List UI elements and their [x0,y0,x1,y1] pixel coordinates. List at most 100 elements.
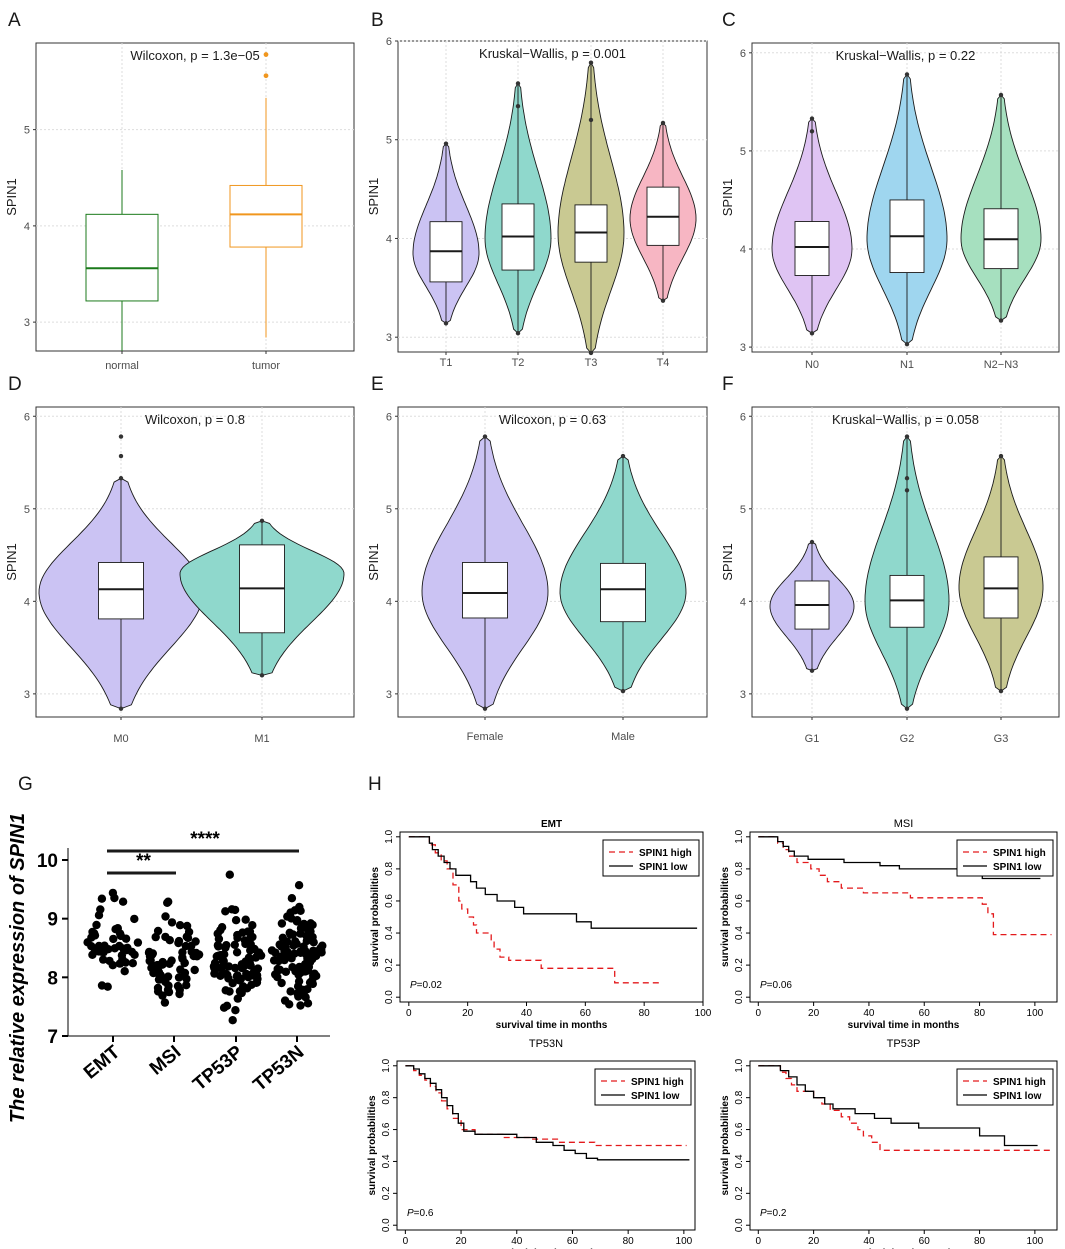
data-point [302,931,311,941]
panel-c: 3 4 5 6 N0 N1 N2−N3 SPIN1 Kruskal−Wallis, p = 0.… [720,42,1060,371]
data-point [234,974,243,983]
outlier-point [515,103,521,109]
survival-curve-spin1-high [758,1065,1052,1151]
survival-curve-spin1-high [405,1065,687,1147]
y-tick-label: 4 [386,596,392,608]
group-t2 [484,81,552,336]
y-tick-label: 4 [386,233,392,245]
outlier-point [515,81,521,86]
x-tick-label: TP53P [189,1042,247,1096]
x-tick-label: 60 [919,1236,931,1247]
y-tick-label: 5 [24,504,30,516]
y-tick-label: 9 [47,910,58,931]
y-tick-label: 0.8 [734,862,745,876]
data-point [182,981,191,990]
y-tick-label: 0.0 [381,1218,392,1232]
y-tick-label: 0.8 [384,862,395,876]
outlier-point [588,60,594,65]
y-axis-label: survival probabilities [367,1095,378,1195]
y-tick-label: 5 [386,135,392,147]
x-tick-label: 20 [462,1008,474,1019]
km-title: EMT [541,819,562,830]
survival-curve-spin1-low [405,1065,690,1161]
group-t3 [557,60,625,356]
y-tick-label: 3 [740,342,746,354]
outlier-point [904,476,910,481]
legend: SPIN1 high SPIN1 low [956,839,1054,877]
outlier-point [809,129,815,134]
outlier-point [998,688,1004,694]
data-point [175,985,184,994]
outlier-point [515,331,521,336]
group-g3 [958,453,1044,694]
y-tick-label: 4 [740,596,746,608]
y-tick-label: 0.4 [734,926,745,940]
data-point [146,956,155,965]
p-value: P=0.6 [407,1208,434,1219]
data-point [210,963,219,973]
data-point [242,969,251,979]
legend: SPIN1 high SPIN1 low [594,1068,692,1106]
group-g2 [864,434,950,711]
x-tick-label: 20 [455,1236,467,1247]
y-tick-label: 0.8 [734,1090,745,1104]
data-point [190,965,199,975]
data-point [92,920,101,930]
group-n0 [771,116,853,336]
data-point [94,911,104,920]
x-tick-label: M1 [254,733,269,745]
data-point [301,993,310,1002]
p-value: P=0.06 [760,980,792,991]
data-point [221,907,230,916]
data-point [285,1000,294,1009]
data-point [233,930,242,940]
x-tick-label: 40 [863,1008,875,1019]
data-point [110,944,120,953]
panel-letter-e: E [371,374,384,395]
y-tick-label: 0.0 [734,1218,745,1232]
outlier-point [259,518,265,524]
y-tick-label: 1.0 [734,829,745,843]
x-tick-label: Female [467,731,504,743]
data-point [178,954,187,963]
group-tumor [229,52,303,338]
data-point [189,951,198,960]
dots-msi [144,897,204,1007]
outlier-point [118,706,124,711]
outlier-point [263,52,269,57]
outlier-point [443,141,449,146]
data-point [308,976,317,985]
group-female [421,434,549,711]
km-title: MSI [894,818,914,830]
data-point [160,998,170,1007]
outlier-point [620,453,626,459]
legend-label: SPIN1 low [993,1091,1042,1102]
x-tick-label: 80 [639,1008,651,1019]
data-point [286,930,295,939]
data-point [130,914,139,924]
y-tick-label: 0.4 [384,926,395,940]
group-n2-n3 [960,92,1042,323]
data-point [83,938,92,947]
data-point [303,924,312,933]
x-tick-label: 0 [406,1008,412,1019]
data-point [94,947,103,956]
data-point [88,950,97,959]
x-tick-label: N0 [805,359,819,371]
data-point [315,947,324,956]
x-tick-label: 100 [676,1236,693,1247]
x-tick-label: 0 [403,1236,409,1247]
y-tick-label: 0.0 [734,990,745,1004]
y-axis-label: SPIN1 [720,179,735,217]
plot-frame [399,831,704,1003]
km-tp53n: TP53N 0 20 40 60 80 100 0.0 0.2 0.4 0.6 0.8 1.0 survi… [367,1038,696,1249]
group-m1 [179,518,345,678]
stat-test-label: Kruskal−Wallis, p = 0.001 [479,46,626,61]
x-tick-label: G1 [805,733,820,745]
y-tick-label: 4 [24,221,30,233]
x-tick-label: G2 [900,733,915,745]
data-point [178,948,187,957]
data-point [159,975,168,984]
data-point [280,947,289,956]
